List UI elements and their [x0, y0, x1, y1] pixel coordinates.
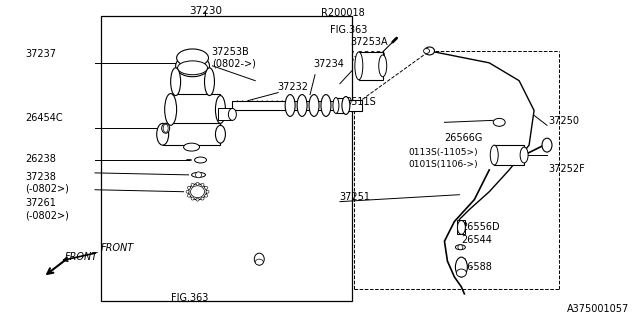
Ellipse shape: [542, 138, 552, 152]
Ellipse shape: [205, 68, 214, 96]
Text: 37250: 37250: [548, 116, 579, 126]
Ellipse shape: [216, 96, 225, 123]
Text: FRONT: FRONT: [65, 252, 99, 262]
Ellipse shape: [458, 220, 465, 234]
Ellipse shape: [285, 95, 295, 116]
Ellipse shape: [162, 123, 170, 133]
Bar: [175, 68, 209, 96]
Ellipse shape: [164, 93, 177, 125]
Text: 0113S(-1105>): 0113S(-1105>): [408, 148, 477, 157]
Ellipse shape: [456, 257, 467, 277]
Ellipse shape: [175, 55, 209, 77]
Text: 37261: 37261: [26, 198, 56, 208]
Text: 0511S: 0511S: [346, 97, 376, 107]
Circle shape: [458, 245, 463, 250]
Bar: [494, 145, 524, 165]
Ellipse shape: [184, 143, 200, 151]
Text: (-0802): (-0802): [351, 50, 387, 60]
Circle shape: [201, 197, 204, 200]
Ellipse shape: [309, 95, 319, 116]
Text: 37234: 37234: [314, 59, 344, 69]
Bar: [218, 108, 232, 120]
Circle shape: [196, 182, 199, 185]
Circle shape: [196, 172, 202, 178]
Ellipse shape: [493, 118, 505, 126]
Circle shape: [188, 186, 191, 189]
Ellipse shape: [177, 49, 209, 67]
Ellipse shape: [520, 147, 528, 163]
Text: FRONT: FRONT: [63, 243, 134, 261]
Text: 26556D: 26556D: [461, 222, 500, 232]
Text: 37237: 37237: [26, 49, 56, 59]
Ellipse shape: [333, 98, 339, 113]
Text: 26238: 26238: [26, 154, 56, 164]
Ellipse shape: [342, 97, 350, 114]
Circle shape: [196, 198, 199, 201]
Ellipse shape: [355, 52, 363, 80]
Text: 37253A: 37253A: [351, 37, 388, 47]
Bar: [163, 123, 220, 145]
Bar: [346, 100, 362, 111]
Ellipse shape: [178, 61, 207, 75]
Circle shape: [201, 183, 204, 186]
Ellipse shape: [456, 269, 467, 277]
Text: FIG.363: FIG.363: [172, 293, 209, 303]
Ellipse shape: [255, 259, 263, 265]
Bar: [359, 52, 383, 80]
Text: 26454C: 26454C: [26, 113, 63, 123]
Ellipse shape: [456, 245, 465, 250]
Text: 26588: 26588: [461, 262, 492, 272]
Ellipse shape: [195, 157, 207, 163]
Text: 37238: 37238: [26, 172, 56, 181]
Circle shape: [188, 194, 191, 197]
Text: R200018: R200018: [321, 8, 365, 18]
Ellipse shape: [191, 172, 205, 177]
Text: 0101S(1106->): 0101S(1106->): [408, 160, 477, 169]
Ellipse shape: [189, 184, 207, 200]
Text: A375001057: A375001057: [567, 304, 629, 314]
Ellipse shape: [424, 47, 435, 55]
Ellipse shape: [216, 125, 225, 143]
Bar: [232, 100, 340, 110]
Text: 26566G: 26566G: [444, 132, 483, 142]
Circle shape: [205, 186, 207, 189]
Circle shape: [206, 190, 209, 193]
Text: 37232: 37232: [277, 82, 308, 92]
Circle shape: [186, 190, 189, 193]
Ellipse shape: [379, 55, 387, 77]
Text: 37252F: 37252F: [548, 164, 585, 174]
Ellipse shape: [163, 124, 168, 132]
Text: 37230: 37230: [189, 6, 222, 16]
Bar: [101, 16, 352, 301]
Ellipse shape: [297, 95, 307, 116]
Circle shape: [205, 194, 207, 197]
Bar: [171, 93, 220, 125]
Text: 37251: 37251: [339, 192, 370, 202]
Ellipse shape: [171, 68, 180, 96]
Ellipse shape: [191, 186, 205, 198]
Text: 37253B: 37253B: [212, 47, 250, 57]
Bar: [336, 98, 346, 113]
Circle shape: [191, 197, 194, 200]
Ellipse shape: [490, 145, 498, 165]
Text: FIG.363: FIG.363: [330, 25, 367, 35]
Ellipse shape: [321, 95, 331, 116]
Bar: [458, 220, 465, 234]
Ellipse shape: [424, 48, 429, 53]
Text: (-0802>): (-0802>): [26, 210, 70, 220]
Text: 26544: 26544: [461, 235, 492, 245]
Text: (0802->): (0802->): [212, 59, 255, 69]
Ellipse shape: [157, 123, 169, 145]
Circle shape: [191, 183, 194, 186]
Ellipse shape: [228, 108, 236, 120]
Text: (-0802>): (-0802>): [26, 183, 70, 193]
Ellipse shape: [254, 253, 264, 265]
